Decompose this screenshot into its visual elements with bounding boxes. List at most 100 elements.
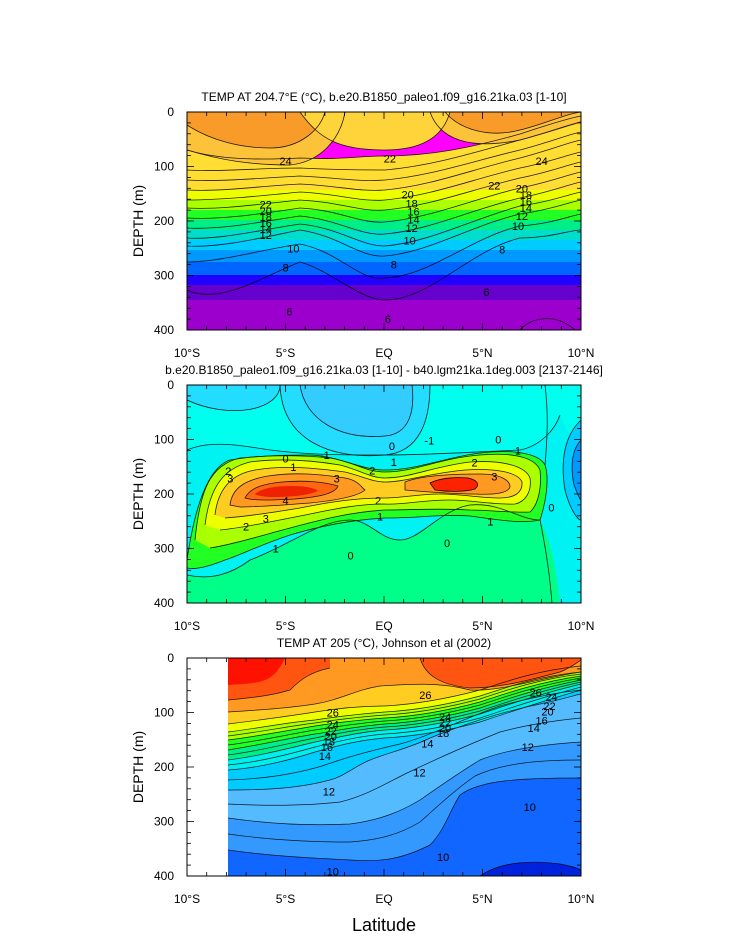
panel-temperature-difference: b.e20.B1850_paleo1.f09_g16.21ka.03 [1-10… [130, 363, 603, 633]
panel-2-xtick-label: 10°S [174, 619, 200, 633]
contour-label: 12 [522, 742, 534, 754]
contour-label: 20 [541, 706, 553, 718]
contour-label: 0 [495, 435, 501, 447]
contour-label: 26 [419, 690, 431, 702]
contour-label: -1 [424, 436, 434, 448]
contour-label: 18 [520, 190, 532, 202]
contour-label: 6 [483, 287, 489, 299]
contour-label: 10 [512, 221, 524, 233]
panel-2-ytick-label: 200 [154, 487, 174, 501]
contour-label: 24 [545, 692, 557, 704]
panel-1-ticks [186, 111, 582, 331]
contour-label: 22 [543, 701, 555, 713]
panel-2-ytick-label: 0 [167, 378, 174, 392]
contour-label: 2 [375, 496, 381, 508]
contour-label: 0 [444, 538, 450, 550]
panel-model-temperature: TEMP AT 204.7°E (°C), b.e20.B1850_paleo1… [130, 90, 594, 360]
x-axis-label: Latitude [352, 915, 416, 935]
panel-2-ytick-label: 100 [154, 433, 174, 447]
contour-label: 14 [520, 203, 532, 215]
contour-label: 6 [286, 306, 292, 318]
contour-label: 1 [391, 457, 397, 469]
panel-2-ytick-label: 300 [154, 542, 174, 556]
contour-label: 16 [260, 218, 272, 230]
contour-label: 14 [407, 214, 419, 226]
panel-1-xtick-label: 5°S [276, 346, 295, 360]
panel-1-contour-labels: 2422242222201816141210820181614121088666… [260, 153, 548, 326]
panel-2-xtick-label: 5°S [276, 619, 295, 633]
panel-3-ticks [186, 657, 582, 877]
contour-label: 18 [323, 736, 335, 748]
contour-label: 1 [377, 511, 383, 523]
contour-label: 16 [520, 196, 532, 208]
panel-2-ticks [186, 384, 582, 604]
contour-label: 10 [524, 802, 536, 814]
contour-label: 18 [437, 728, 449, 740]
panel-2-xtick-label: EQ [375, 619, 392, 633]
panel-1-ytick-label: 200 [154, 214, 174, 228]
contour-label: 1 [487, 516, 493, 528]
panel-1-ytick-label: 0 [167, 105, 174, 119]
panel-1-title: TEMP AT 204.7°E (°C), b.e20.B1850_paleo1… [201, 90, 566, 104]
contour-label: 2 [369, 466, 375, 478]
contour-label: 12 [516, 211, 528, 223]
contour-label: 6 [385, 314, 391, 326]
panel-1-color-field [187, 112, 581, 330]
contour-label: 1 [515, 445, 521, 457]
panel-3-x-tick-labels: 10°S 5°S EQ 5°N 10°N [174, 892, 594, 906]
contour-label: 26 [530, 687, 542, 699]
panel-2-y-axis-label: DEPTH (m) [130, 458, 146, 530]
contour-label: 26 [327, 708, 339, 720]
contour-label: 12 [260, 230, 272, 242]
panel-1-xtick-label: 5°N [472, 346, 492, 360]
panel-1-y-axis-label: DEPTH (m) [130, 185, 146, 257]
contour-label: 16 [407, 207, 419, 219]
contour-label: 20 [439, 723, 451, 735]
contour-label: 10 [327, 867, 339, 879]
contour-label: -1 [320, 450, 330, 462]
contour-label: 0 [548, 503, 554, 515]
contour-label: 16 [535, 716, 547, 728]
panel-1-y-tick-labels: 0 100 200 300 400 [154, 105, 174, 337]
contour-label: 8 [499, 244, 505, 256]
contour-label: 18 [405, 199, 417, 211]
contour-label: 8 [391, 260, 397, 272]
contour-label: 24 [535, 156, 547, 168]
panel-3-title: TEMP AT 205 (°C), Johnson et al (2002) [277, 636, 491, 650]
panel-3-xtick-label: EQ [375, 892, 392, 906]
panel-2-xtick-label: 10°N [568, 619, 595, 633]
panel-2-title: b.e20.B1850_paleo1.f09_g16.21ka.03 [1-10… [165, 363, 603, 377]
contour-label: 20 [402, 189, 414, 201]
panel-2-color-field [187, 385, 581, 603]
contour-label: 22 [260, 200, 272, 212]
panel-3-ytick-label: 400 [154, 869, 174, 883]
contour-label: 2 [472, 457, 478, 469]
contour-label: 1 [273, 544, 279, 556]
contour-label: 14 [528, 723, 540, 735]
contour-label: 22 [384, 153, 396, 165]
panel-3-xtick-label: 10°S [174, 892, 200, 906]
contour-label: 14 [421, 739, 433, 751]
contour-label: 22 [488, 181, 500, 193]
contour-label: 3 [491, 472, 497, 484]
contour-label: 20 [516, 183, 528, 195]
contour-label: 16 [321, 742, 333, 754]
panel-3-color-field [228, 658, 581, 876]
contour-label: 18 [260, 212, 272, 224]
contour-label: 0 [389, 441, 395, 453]
panel-3-xtick-label: 10°N [568, 892, 595, 906]
contour-label: 8 [282, 262, 288, 274]
panel-3-ytick-label: 200 [154, 760, 174, 774]
panel-3-xtick-label: 5°S [276, 892, 295, 906]
contour-label: 22 [439, 717, 451, 729]
panel-1-xtick-label: EQ [375, 346, 392, 360]
contour-label: 12 [413, 767, 425, 779]
contour-label: 2 [243, 522, 249, 534]
contour-label: 12 [405, 223, 417, 235]
panel-1-ytick-label: 400 [154, 323, 174, 337]
panel-3-ytick-label: 0 [167, 651, 174, 665]
contour-label: 20 [260, 206, 272, 218]
panel-3-y-axis-label: DEPTH (m) [130, 731, 146, 803]
panel-2-x-tick-labels: 10°S 5°S EQ 5°N 10°N [174, 619, 594, 633]
